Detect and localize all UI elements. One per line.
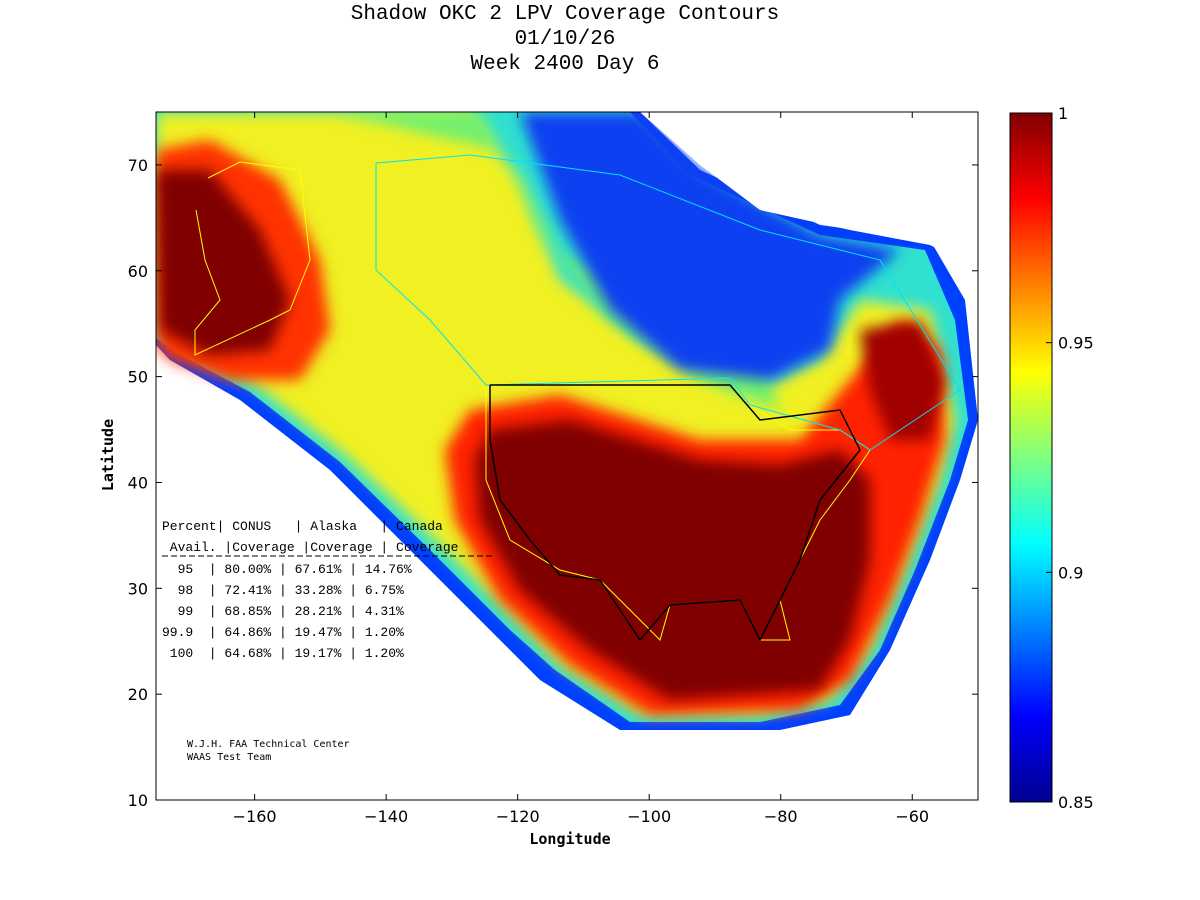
colorbar-tick-label: 0.9 — [1058, 563, 1083, 582]
contour-darkred-conus — [475, 420, 870, 700]
title-line-1: Shadow OKC 2 LPV Coverage Contours — [350, 3, 780, 26]
canada-boundary — [375, 154, 961, 451]
contour-darkred-canada-east — [860, 320, 945, 440]
y-tick-label: 30 — [128, 579, 148, 598]
title-line-3: Week 2400 Day 6 — [470, 53, 660, 76]
x-tick-label: −160 — [233, 807, 277, 826]
table-row: 100 | 64.68% | 19.17% | 1.20% — [162, 646, 404, 661]
alaska-boundary — [194, 161, 311, 356]
plot-frame — [155, 111, 979, 801]
table-row: 99.9 | 64.86% | 19.47% | 1.20% — [162, 625, 404, 640]
title-line-2: 01/10/26 — [514, 28, 616, 51]
y-axis-label: Latitude — [99, 419, 117, 491]
y-tick-label: 10 — [128, 791, 148, 810]
credit-line-2: WAAS Test Team — [187, 752, 271, 763]
y-tick-label: 40 — [128, 473, 148, 492]
contour-fill — [156, 112, 978, 730]
table-header-1: Percent| CONUS | Alaska | Canada — [162, 519, 443, 534]
x-tick-label: −100 — [627, 807, 671, 826]
table-header-2: Avail. |Coverage |Coverage | Coverage — [162, 540, 458, 555]
y-axis: 10 20 30 40 50 60 70 — [128, 156, 978, 810]
colorbar-ticks: 1 0.95 0.9 0.85 — [1046, 104, 1094, 812]
contour-blue — [520, 112, 900, 380]
coverage-table: Percent| CONUS | Alaska | Canada Avail. … — [162, 519, 495, 661]
colorbar-tick-label: 1 — [1058, 104, 1068, 123]
x-axis: −160 −140 −120 −100 −80 −60 — [233, 112, 929, 826]
us-states-outline — [489, 384, 861, 642]
colorbar-tick-label: 0.85 — [1058, 793, 1094, 812]
y-tick-label: 60 — [128, 262, 148, 281]
table-row: 95 | 80.00% | 67.61% | 14.76% — [162, 562, 412, 577]
conus-boundary — [485, 377, 871, 641]
table-row: 98 | 72.41% | 33.28% | 6.75% — [162, 583, 404, 598]
contour-darkred-alaska — [156, 170, 290, 355]
x-axis-label: Longitude — [529, 830, 610, 848]
credit-line-1: W.J.H. FAA Technical Center — [187, 739, 350, 750]
y-tick-label: 70 — [128, 156, 148, 175]
y-tick-label: 50 — [128, 368, 148, 387]
table-row: 99 | 68.85% | 28.21% | 4.31% — [162, 604, 404, 619]
x-tick-label: −60 — [895, 807, 929, 826]
colorbar-tick-label: 0.95 — [1058, 334, 1094, 353]
chart-title: Shadow OKC 2 LPV Coverage Contours 01/10… — [0, 2, 1130, 77]
x-tick-label: −80 — [764, 807, 798, 826]
white-arctic — [640, 112, 978, 270]
colorbar — [1009, 112, 1053, 803]
x-tick-label: −140 — [364, 807, 408, 826]
y-tick-label: 20 — [128, 685, 148, 704]
x-tick-label: −120 — [496, 807, 540, 826]
